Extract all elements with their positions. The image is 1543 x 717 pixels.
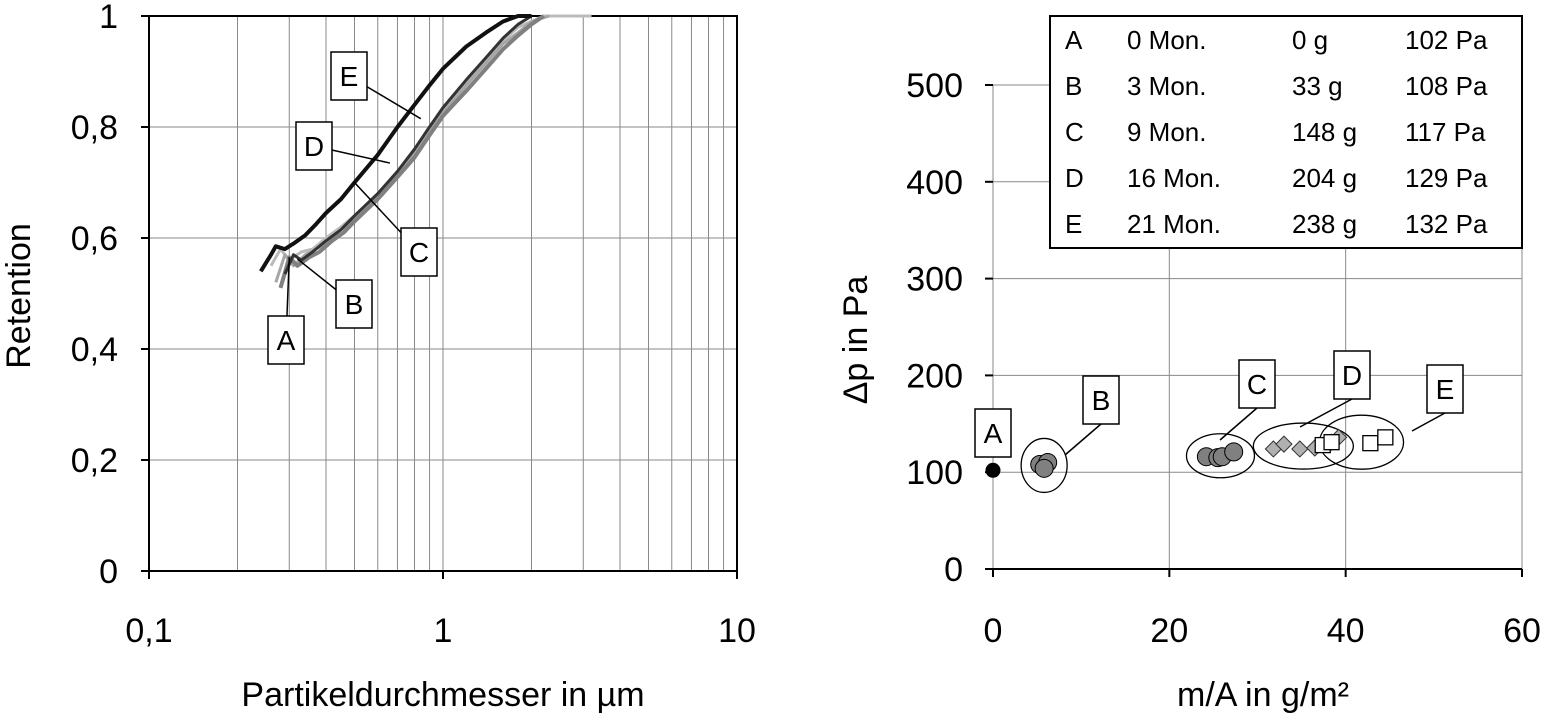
retention-label-D-text: D [304,131,324,162]
pressure-label-B-text: B [1092,385,1111,416]
pressure-y-tick-label: 0 [944,551,963,589]
pressure-y-tick-label: 300 [906,261,963,299]
pressure-label-B-box [1082,375,1120,425]
pressure-point-E [1377,429,1394,446]
pressure-legend-cell: 238 g [1292,209,1357,239]
pressure-legend-cell: 102 Pa [1405,25,1488,55]
retention-line-C [278,14,545,289]
retention-x-ticks: 0,1 1 10 [125,571,756,650]
retention-x-tick-label: 1 [434,612,453,650]
pressure-legend-cell: 16 Mon. [1127,163,1221,193]
pressure-legend-cell: 204 g [1292,163,1357,193]
pressure-legend-cell: E [1065,209,1082,239]
pressure-legend-box [1049,15,1523,249]
retention-y-tick-label: 0 [99,553,118,591]
pressure-legend-cell: 129 Pa [1405,163,1488,193]
pressure-y-tick-label: 400 [906,164,963,202]
pressure-y-tick-label: 200 [906,357,963,395]
pressure-legend-cell: 3 Mon. [1127,71,1207,101]
pressure-legend-cell: 33 g [1292,71,1343,101]
retention-y-ticks: 0 0,2 0,4 0,6 0,8 1 [71,0,149,591]
retention-label-B-box [335,279,373,329]
retention-series [259,14,592,289]
pressure-y-axis-label: Δp in Pa [837,276,875,405]
retention-x-axis-label: Partikeldurchmesser in µm [241,676,644,714]
pressure-label-D-box [1333,350,1371,400]
pressure-x-axis-label: m/A in g/m² [1177,676,1349,714]
pressure-cluster-ellipse-C [1185,433,1256,479]
retention-chart: A B C D E 0 0,2 0,4 0,6 0,8 1 0,1 1 10 Partikeldurc… [0,0,756,714]
retention-y-tick-label: 0,4 [71,331,118,369]
retention-y-tick-label: 0,8 [71,109,118,147]
retention-x-tick-label: 0,1 [125,612,172,650]
pressure-cluster-ellipse-D [1252,422,1354,470]
pressure-leader-C [1219,407,1258,441]
retention-line-D [283,14,533,275]
pressure-point-C [1224,442,1244,462]
pressure-x-ticks: 0 20 40 60 [984,569,1541,650]
pressure-point-E [1323,434,1340,451]
pressure-legend: A 0 Mon. 0 g 102 Pa B 3 Mon. 33 g 108 Pa C 9 Mon.… [1049,15,1523,249]
retention-grid [149,16,737,571]
pressure-label-C-text: C [1247,369,1267,400]
pressure-label-A-box [974,408,1012,458]
pressure-cluster-ellipse-B [1020,437,1068,494]
pressure-data-points [985,428,1394,478]
pressure-legend-cell: 9 Mon. [1127,117,1207,147]
retention-label-C-box [400,227,438,277]
retention-line-E [259,14,532,273]
pressure-label-A-text: A [984,418,1003,449]
pressure-leader-B [1064,423,1102,456]
pressure-y-tick-label: 500 [906,67,963,105]
pressure-label-E-box [1426,364,1464,414]
pressure-legend-cell: 108 Pa [1405,71,1488,101]
pressure-x-tick-label: 40 [1327,612,1365,650]
pressure-leader-E [1411,412,1446,432]
pressure-label-C-box [1238,359,1276,409]
retention-label-A-text: A [277,325,296,356]
retention-label-E-text: E [340,61,359,92]
retention-label-A-box [267,315,305,365]
pressure-x-tick-label: 60 [1503,612,1541,650]
retention-x-tick-label: 10 [718,612,756,650]
retention-label-D-box [295,121,333,171]
pressure-label-D-text: D [1342,360,1362,391]
pressure-label-E-text: E [1436,374,1455,405]
pressure-point-E [1362,435,1379,452]
retention-annotations: A B C D E [267,51,438,365]
pressure-point-B [1034,458,1054,478]
pressure-x-tick-label: 0 [984,612,1003,650]
retention-y-axis-label: Retention [0,223,38,369]
retention-label-B-text: B [345,289,364,320]
pressure-legend-cell: B [1065,71,1082,101]
retention-label-E-box [330,51,368,101]
retention-y-tick-label: 1 [99,0,118,36]
pressure-legend-cell: A [1065,25,1083,55]
pressure-x-tick-label: 20 [1150,612,1188,650]
pressure-point-D [1275,435,1293,453]
pressure-legend-cell: 21 Mon. [1127,209,1221,239]
pressure-legend-cell: D [1065,163,1084,193]
pressure-legend-cell: 132 Pa [1405,209,1488,239]
pressure-leader-D [1299,398,1353,428]
pressure-point-D [1291,440,1309,458]
pressure-legend-cell: C [1065,117,1084,147]
retention-label-C-text: C [409,237,429,268]
pressure-y-ticks: 0 100 200 300 400 500 [906,67,993,589]
pressure-annotations: A B C D E [974,350,1464,458]
pressure-legend-cell: 0 g [1292,25,1328,55]
retention-y-tick-label: 0,6 [71,220,118,258]
retention-y-tick-label: 0,2 [71,442,118,480]
pressure-point-A [985,462,1001,478]
pressure-legend-cell: 148 g [1292,117,1357,147]
pressure-y-tick-label: 100 [906,454,963,492]
pressure-legend-cell: 0 Mon. [1127,25,1207,55]
pressure-legend-cell: 117 Pa [1405,117,1486,147]
